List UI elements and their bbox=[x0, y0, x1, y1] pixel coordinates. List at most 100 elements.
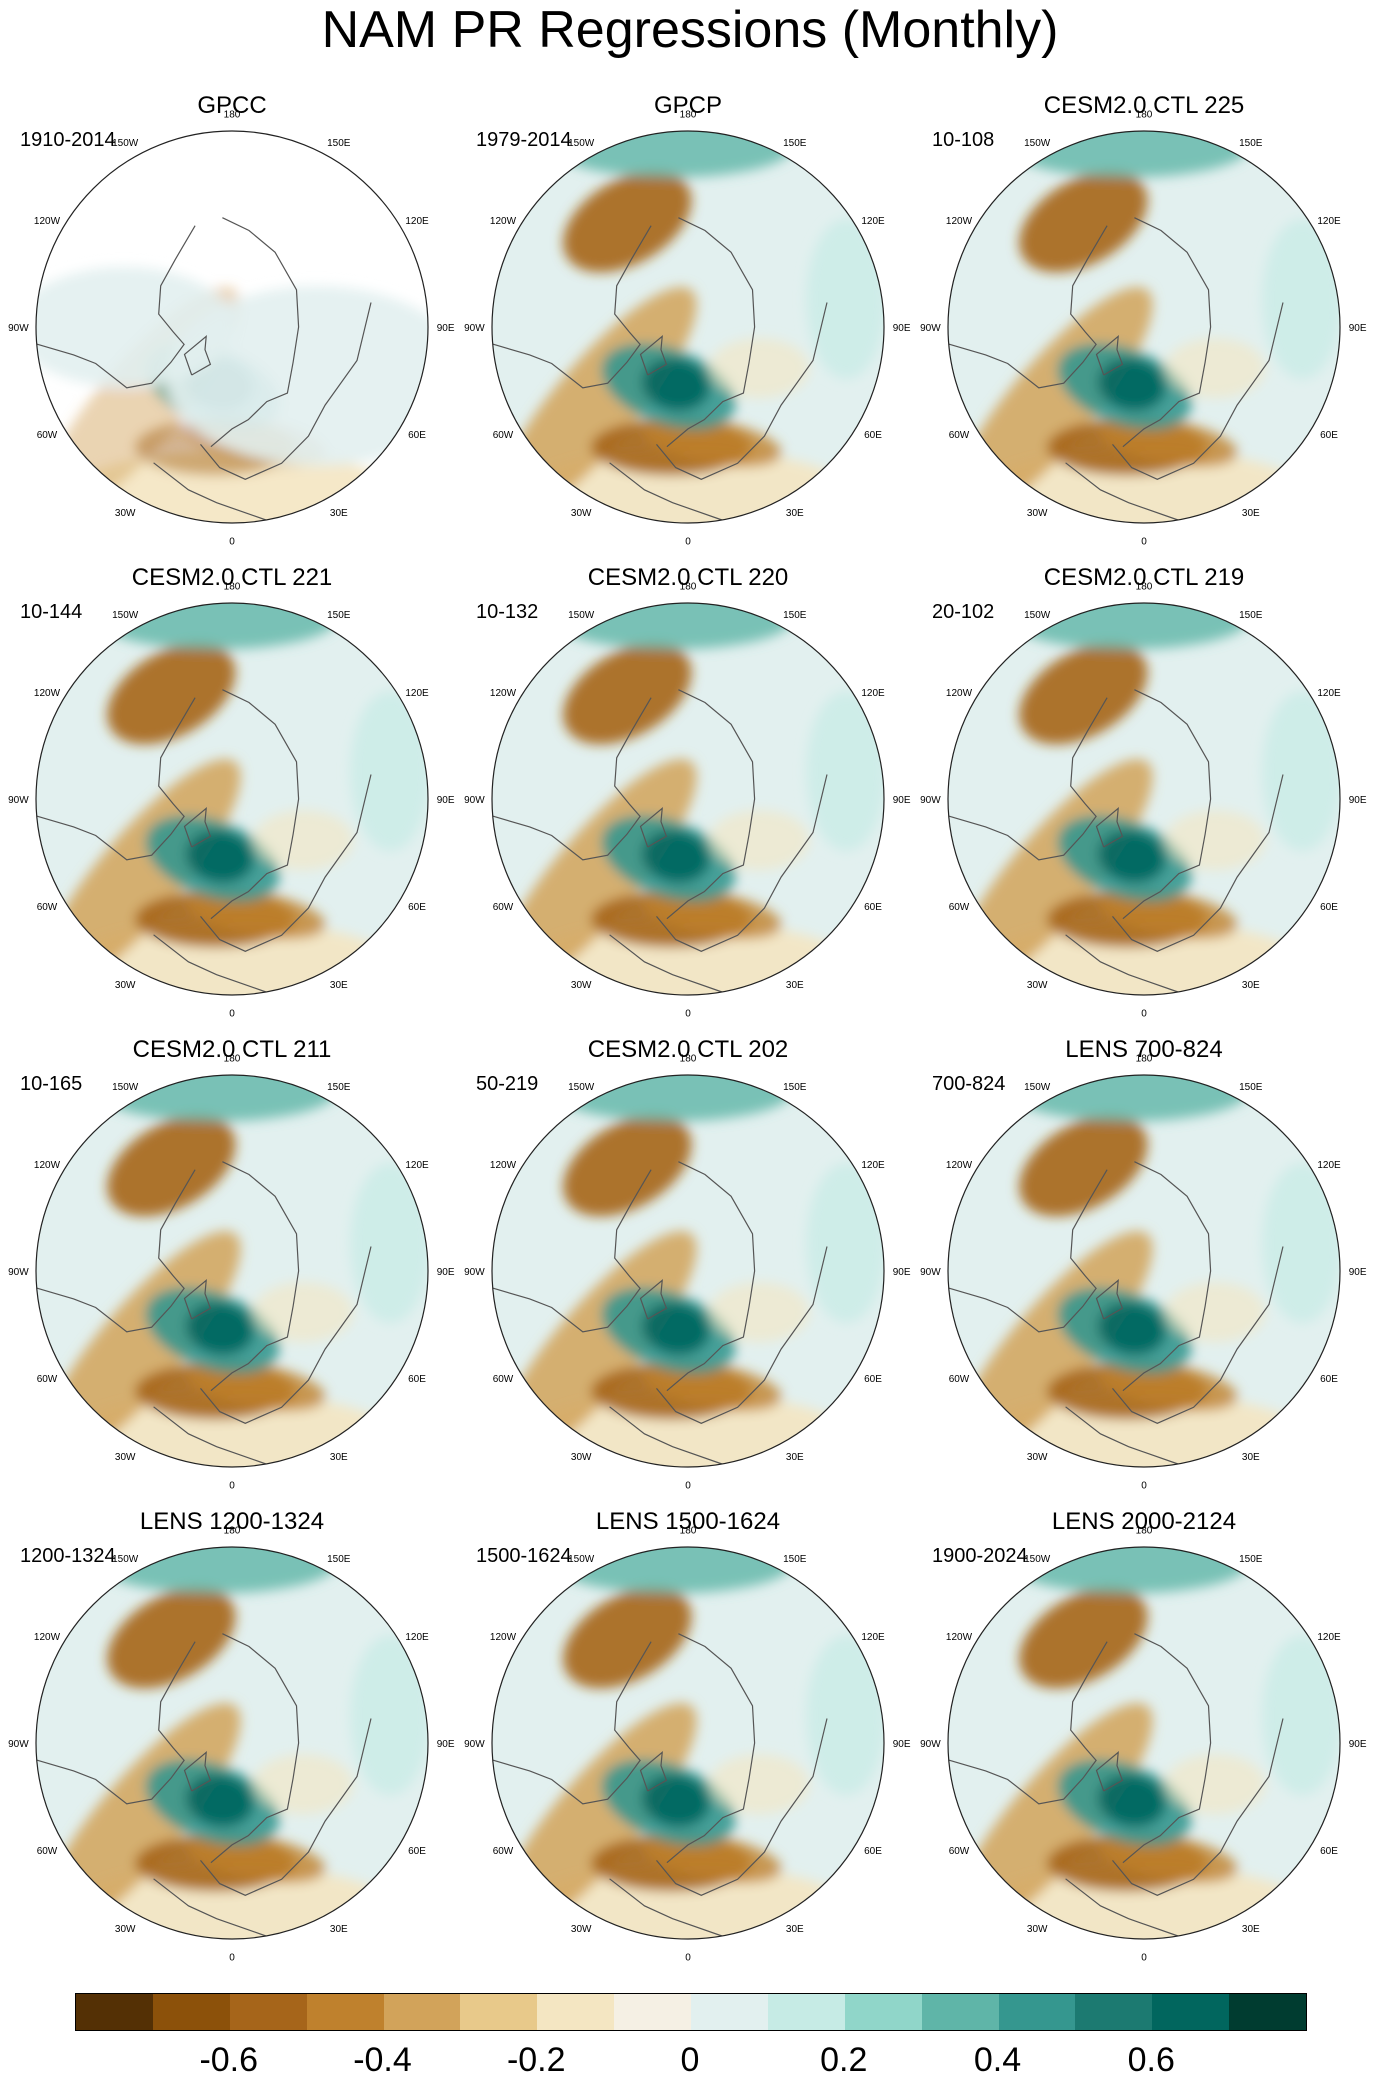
polar-map: 180 150E 120E 90E 60E 30E 0 30W 60W 90W 120W 150W bbox=[8, 1053, 455, 1491]
coastline bbox=[200, 1718, 372, 1896]
longitude-label: 180 bbox=[1136, 1053, 1153, 1064]
panel-title: CESM2.0 CTL 225 bbox=[1043, 92, 1245, 119]
coastline bbox=[200, 302, 372, 480]
panel-period: 10-108 bbox=[932, 129, 995, 151]
eurasia-neutral bbox=[1165, 810, 1266, 871]
longitude-label: 60E bbox=[408, 1846, 426, 1857]
longitude-label: 90W bbox=[920, 323, 941, 334]
pacific-dry bbox=[563, 171, 692, 273]
coastline bbox=[948, 1641, 1108, 1805]
america-land bbox=[36, 267, 235, 387]
longitude-label: 150E bbox=[327, 1082, 351, 1093]
colorbar-tick-label: 0.2 bbox=[820, 2041, 868, 2079]
longitude-label: 150E bbox=[783, 1082, 807, 1093]
coastline bbox=[36, 1641, 196, 1805]
pattern-ring bbox=[518, 1393, 858, 1467]
longitude-label: 120E bbox=[1317, 1160, 1341, 1171]
map-boundary bbox=[491, 1074, 885, 1468]
longitude-label: 0 bbox=[685, 1009, 691, 1020]
pattern-ring bbox=[518, 449, 858, 523]
colorbar-swatch bbox=[306, 1994, 384, 2030]
longitude-label: 30E bbox=[330, 1452, 348, 1463]
longitude-label: 120W bbox=[490, 216, 517, 227]
polar-map: 180 150E 120E 90E 60E 30E 0 30W 60W 90W 120W 150W bbox=[920, 1525, 1367, 1963]
coastline bbox=[492, 1169, 652, 1333]
longitude-label: 60W bbox=[949, 1846, 970, 1857]
map-panel: 180 150E 120E 90E 60E 30E 0 30W 60W 90W 120W 150W CE… bbox=[464, 564, 911, 1034]
map-boundary bbox=[491, 130, 885, 524]
longitude-label: 150W bbox=[112, 610, 139, 621]
panel-title: CESM2.0 CTL 211 bbox=[132, 1036, 332, 1063]
pacific-dry bbox=[1019, 643, 1148, 745]
polar-map: 180 150E 120E 90E 60E 30E 0 30W 60W 90W 120W 150W bbox=[8, 1525, 455, 1963]
panel-period: 10-132 bbox=[476, 601, 539, 623]
longitude-label: 30E bbox=[786, 508, 804, 519]
longitude-label: 90E bbox=[893, 795, 911, 806]
colorbar-tick-label: -0.2 bbox=[506, 2041, 566, 2079]
colorbar-swatch bbox=[537, 1994, 615, 2030]
polar-map: 180 150E 120E 90E 60E 30E 0 30W 60W 90W 120W 150W bbox=[464, 109, 911, 547]
longitude-label: 60E bbox=[864, 902, 882, 913]
panel-period: 10-144 bbox=[20, 601, 83, 623]
longitude-label: 90W bbox=[920, 795, 941, 806]
panel-title: CESM2.0 CTL 220 bbox=[587, 564, 789, 591]
pattern-ring bbox=[62, 921, 402, 995]
colorbar-tick-label: -0.4 bbox=[353, 2041, 412, 2079]
longitude-label: 120E bbox=[1317, 216, 1341, 227]
colorbar-swatch bbox=[1152, 1994, 1230, 2030]
map-boundary bbox=[947, 130, 1341, 524]
longitude-label: 30W bbox=[1027, 508, 1048, 519]
panel-period: 1900-2024 bbox=[932, 1545, 1028, 1567]
colorbar-tick-label: 0 bbox=[680, 2041, 700, 2079]
longitude-label: 60W bbox=[37, 1374, 58, 1385]
longitude-label: 120E bbox=[405, 1632, 429, 1643]
eurasia-land bbox=[166, 286, 428, 466]
longitude-label: 60E bbox=[408, 430, 426, 441]
coastline bbox=[153, 462, 267, 521]
coastline bbox=[1122, 1633, 1212, 1864]
longitude-label: 60E bbox=[864, 430, 882, 441]
longitude-label: 150E bbox=[1239, 1554, 1263, 1565]
coastline bbox=[1112, 774, 1284, 952]
coastline bbox=[1065, 462, 1179, 521]
longitude-label: 120W bbox=[946, 1160, 973, 1171]
longitude-label: 90W bbox=[8, 795, 29, 806]
longitude-label: 120E bbox=[405, 688, 429, 699]
longitude-label: 30W bbox=[115, 508, 136, 519]
longitude-label: 60W bbox=[37, 902, 58, 913]
longitude-label: 120W bbox=[490, 688, 517, 699]
longitude-label: 60W bbox=[949, 1374, 970, 1385]
longitude-label: 30W bbox=[1027, 1452, 1048, 1463]
pattern-ring bbox=[62, 449, 402, 523]
pacific-dry bbox=[563, 1587, 692, 1689]
norwegian-sea-wet bbox=[641, 1302, 710, 1355]
longitude-label: 60E bbox=[1320, 1374, 1338, 1385]
asia-wet bbox=[350, 1163, 428, 1324]
longitude-label: 90E bbox=[1349, 795, 1367, 806]
longitude-label: 60W bbox=[37, 430, 58, 441]
coastline bbox=[183, 1751, 212, 1792]
colorbar-swatch bbox=[76, 1994, 153, 2030]
longitude-label: 180 bbox=[680, 1053, 697, 1064]
coastline bbox=[1065, 1406, 1179, 1465]
longitude-label: 30E bbox=[786, 1924, 804, 1935]
eurasia-neutral bbox=[253, 1282, 354, 1343]
map-boundary bbox=[947, 1546, 1341, 1940]
longitude-label: 60E bbox=[408, 902, 426, 913]
longitude-label: 120E bbox=[861, 1160, 885, 1171]
map-boundary bbox=[491, 1546, 885, 1940]
eurasia-neutral bbox=[1165, 1282, 1266, 1343]
pacific-dry bbox=[563, 1115, 692, 1217]
colorbar-swatch bbox=[229, 1994, 307, 2030]
map-boundary bbox=[947, 602, 1341, 996]
longitude-label: 90E bbox=[1349, 1739, 1367, 1750]
map-panel: 180 150E 120E 90E 60E 30E 0 30W 60W 90W 120W 150W CE… bbox=[920, 92, 1367, 562]
longitude-label: 0 bbox=[685, 1481, 691, 1492]
colorbar-tick-label: 0.4 bbox=[973, 2041, 1022, 2079]
colorbar-tick-label: 0.6 bbox=[1127, 2041, 1175, 2079]
longitude-label: 0 bbox=[1141, 537, 1147, 548]
longitude-label: 120E bbox=[405, 216, 429, 227]
longitude-label: 30W bbox=[1027, 980, 1048, 991]
pacific-dry bbox=[107, 1587, 236, 1689]
eurasia-neutral bbox=[253, 810, 354, 871]
